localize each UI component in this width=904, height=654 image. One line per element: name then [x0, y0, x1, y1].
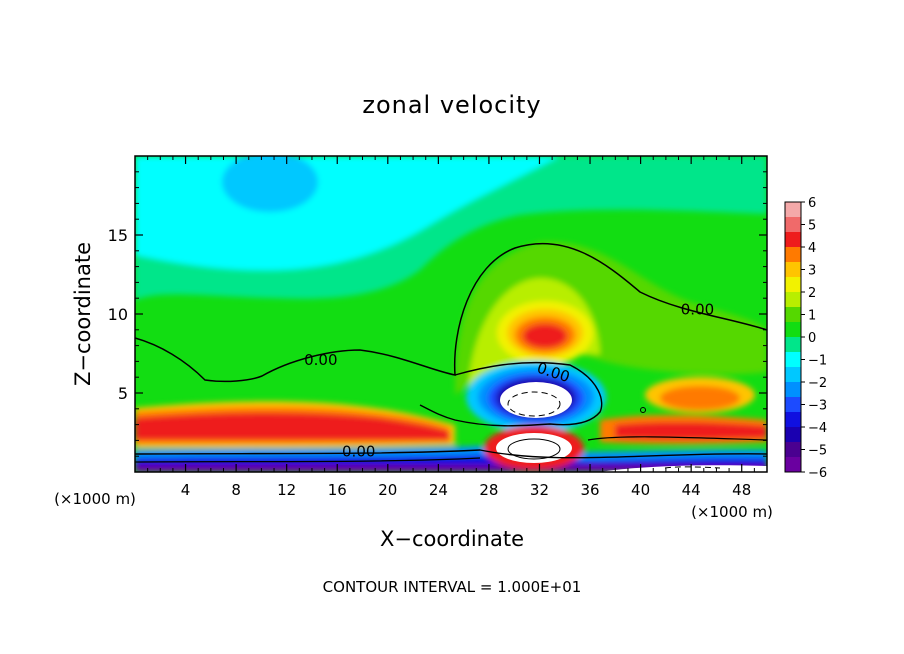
- x-axis-label: X−coordinate: [380, 527, 524, 551]
- colorbar-swatch: [785, 412, 801, 428]
- colorbar-swatch: [785, 382, 801, 398]
- contour-label: 0.00: [681, 300, 714, 318]
- colorbar-label: −4: [808, 421, 827, 436]
- y-axis-label: Z−coordinate: [71, 242, 95, 386]
- x-axis: 4 8 12 16 20 24 28 32 36 40 44 48: [147, 156, 755, 499]
- colorbar-label: 5: [808, 219, 816, 234]
- colorbar-swatch: [785, 337, 801, 353]
- x-tick-label: 24: [429, 481, 448, 499]
- colorbar-swatch: [785, 262, 801, 278]
- colorbar-swatch: [785, 352, 801, 368]
- x-tick-label: 20: [378, 481, 397, 499]
- x-tick-label: 32: [530, 481, 549, 499]
- colorbar-swatch: [785, 307, 801, 323]
- contour-label: 0.00: [342, 442, 375, 460]
- colorbar-swatch: [785, 457, 801, 473]
- y-tick-label: 15: [108, 226, 128, 245]
- y-axis: 5 10 15: [108, 171, 767, 457]
- colorbar-label: 2: [808, 286, 816, 301]
- colorbar-label: 4: [808, 241, 816, 256]
- colorbar-swatch: [785, 217, 801, 233]
- colorbar-label: 3: [808, 264, 816, 279]
- colorbar-swatch: [785, 277, 801, 293]
- colorbar-swatch: [785, 232, 801, 248]
- colorbar-swatch: [785, 202, 801, 218]
- colorbar-label: −6: [808, 466, 827, 481]
- x-tick-label: 12: [277, 481, 296, 499]
- colorbar-swatch: [785, 322, 801, 338]
- x-tick-label: 36: [580, 481, 599, 499]
- colorbar-swatch: [785, 427, 801, 443]
- colorbar-swatch: [785, 292, 801, 308]
- x-tick-label: 28: [479, 481, 498, 499]
- y-tick-label: 5: [118, 384, 128, 403]
- x-axis-units: (×1000 m): [54, 490, 136, 508]
- x-tick-label: 44: [682, 481, 701, 499]
- y-tick-label: 10: [108, 305, 128, 324]
- x-tick-label: 16: [328, 481, 347, 499]
- colorbar-swatch: [785, 397, 801, 413]
- colorbar: 6 5 4 3 2 1 0 −1 −2 −3 −4 −5 −6: [784, 196, 827, 481]
- x-tick-label: 48: [732, 481, 751, 499]
- x-tick-label: 8: [231, 481, 241, 499]
- colorbar-label: −5: [808, 444, 827, 459]
- z-axis-units: (×1000 m): [691, 503, 773, 521]
- contour-interval-note: CONTOUR INTERVAL = 1.000E+01: [323, 578, 582, 596]
- colorbar-swatch: [785, 367, 801, 383]
- x-tick-label: 4: [181, 481, 191, 499]
- colorbar-label: −2: [808, 376, 827, 391]
- velocity-field: [135, 156, 767, 472]
- colorbar-label: −3: [808, 399, 827, 414]
- colorbar-swatch: [785, 247, 801, 263]
- colorbar-label: 0: [808, 331, 816, 346]
- x-tick-label: 40: [631, 481, 650, 499]
- colorbar-swatch: [785, 442, 801, 458]
- chart-title: zonal velocity: [362, 91, 541, 119]
- colorbar-label: 6: [808, 196, 816, 211]
- colorbar-label: 1: [808, 309, 816, 324]
- colorbar-label: −1: [808, 354, 827, 369]
- contour-label: 0.00: [304, 351, 337, 369]
